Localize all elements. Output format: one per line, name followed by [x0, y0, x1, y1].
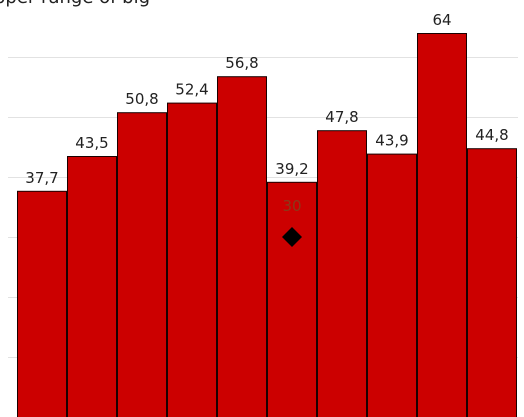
- bar-8: [367, 153, 417, 417]
- data-label-4: 52,4: [175, 81, 208, 99]
- data-label-9: 64: [432, 11, 451, 29]
- data-label-2: 43,5: [75, 134, 108, 152]
- chart-caption: pper range of big: [0, 0, 150, 8]
- bars: [17, 33, 517, 417]
- data-label-8: 43,9: [375, 132, 408, 150]
- bar-3: [117, 112, 167, 417]
- data-label-6: 39,2: [275, 160, 308, 178]
- data-labels: 37,7 43,5 50,8 52,4 56,8 39,2 47,8 43,9 64 44,8: [25, 11, 508, 187]
- bar-5: [217, 76, 267, 417]
- marker-1: [282, 227, 302, 247]
- data-label-1: 37,7: [25, 169, 58, 187]
- bar-4: [167, 102, 217, 417]
- bar-1: [17, 190, 67, 417]
- data-label-5: 56,8: [225, 54, 258, 72]
- bar-7: [317, 130, 367, 417]
- bar-6: [267, 181, 317, 417]
- markers: 30: [282, 197, 302, 247]
- data-label-3: 50,8: [125, 90, 158, 108]
- bar-2: [67, 156, 117, 417]
- data-label-7: 47,8: [325, 108, 358, 126]
- bar-10: [467, 148, 517, 417]
- data-label-10: 44,8: [475, 126, 508, 144]
- marker-label-1: 30: [282, 197, 301, 215]
- bar-9: [417, 33, 467, 417]
